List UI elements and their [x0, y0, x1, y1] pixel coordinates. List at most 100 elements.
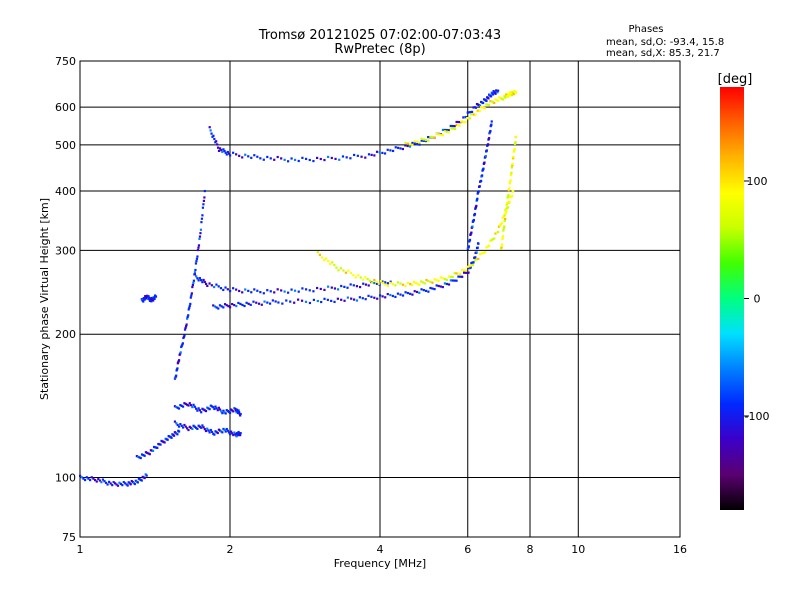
- data-point: [176, 406, 179, 409]
- data-point: [422, 139, 425, 142]
- data-point: [221, 431, 224, 434]
- data-point: [237, 411, 241, 414]
- data-point: [147, 295, 150, 298]
- data-point: [413, 140, 416, 143]
- data-point: [352, 274, 355, 277]
- data-point: [312, 298, 315, 301]
- data-point: [187, 314, 190, 317]
- data-point: [304, 300, 308, 303]
- data-point: [334, 157, 337, 160]
- data-point: [198, 409, 202, 412]
- data-point: [143, 298, 146, 301]
- data-point: [482, 101, 485, 105]
- data-point: [103, 480, 106, 483]
- data-point: [481, 106, 484, 109]
- data-point: [501, 237, 504, 241]
- data-point: [301, 156, 304, 159]
- data-point: [476, 246, 479, 249]
- data-point: [187, 428, 190, 432]
- data-point: [170, 436, 173, 439]
- data-point: [208, 431, 211, 434]
- data-point: [235, 408, 239, 411]
- data-point: [462, 271, 466, 274]
- data-point: [371, 281, 374, 284]
- data-point: [203, 196, 206, 199]
- data-point: [287, 160, 290, 163]
- data-point: [354, 276, 357, 279]
- data-point: [509, 174, 512, 177]
- data-point: [470, 231, 473, 234]
- data-point: [506, 206, 509, 209]
- data-point: [178, 353, 181, 356]
- data-point: [304, 157, 308, 161]
- data-point: [217, 285, 220, 288]
- data-point: [151, 449, 155, 452]
- data-point: [319, 157, 322, 161]
- data-point: [441, 277, 444, 280]
- data-point: [373, 296, 376, 299]
- data-point: [341, 155, 345, 158]
- data-point: [257, 302, 261, 305]
- data-point: [406, 281, 409, 285]
- data-point: [213, 285, 216, 289]
- data-point: [474, 113, 477, 116]
- data-point: [199, 228, 203, 231]
- data-point: [352, 284, 355, 287]
- data-point: [471, 225, 474, 228]
- data-point: [472, 261, 475, 264]
- data-point: [386, 282, 390, 285]
- data-point: [301, 287, 304, 290]
- data-point: [229, 306, 232, 309]
- data-point: [489, 239, 492, 242]
- data-point: [375, 280, 378, 283]
- data-point: [229, 289, 232, 293]
- data-point: [455, 279, 458, 282]
- stats-o-mode: mean, sd,O: -93.4, 15.8: [606, 37, 724, 48]
- data-point: [322, 259, 326, 262]
- data-point: [508, 187, 511, 190]
- data-point: [229, 154, 232, 157]
- data-point: [213, 305, 217, 308]
- data-point: [293, 301, 296, 304]
- data-point: [206, 284, 209, 288]
- data-point: [256, 289, 259, 292]
- data-point: [379, 294, 382, 297]
- data-point: [213, 137, 216, 141]
- data-point: [201, 214, 204, 217]
- data-point: [384, 281, 387, 284]
- data-point: [129, 483, 132, 486]
- data-point: [344, 271, 347, 274]
- data-point: [225, 427, 228, 431]
- data-point: [504, 96, 507, 99]
- data-point: [316, 286, 319, 290]
- data-point: [443, 278, 446, 281]
- data-point: [226, 429, 229, 432]
- data-point: [227, 431, 231, 434]
- data-point: [175, 422, 178, 425]
- data-point: [330, 156, 333, 160]
- data-point: [399, 293, 402, 296]
- data-point: [175, 405, 178, 409]
- data-point: [139, 456, 142, 460]
- data-point: [253, 154, 256, 157]
- data-point: [474, 106, 478, 109]
- x-tick-label: 4: [377, 543, 384, 556]
- data-point: [297, 298, 300, 301]
- data-point: [485, 103, 488, 106]
- data-point: [202, 199, 205, 202]
- data-point: [465, 115, 468, 119]
- data-point: [112, 481, 115, 484]
- data-point: [184, 326, 187, 330]
- data-point: [173, 405, 177, 408]
- data-point: [200, 411, 203, 414]
- data-point: [293, 289, 297, 292]
- data-point: [439, 285, 442, 288]
- data-point: [508, 94, 511, 97]
- data-point: [364, 156, 367, 159]
- data-point: [147, 452, 150, 455]
- data-point: [457, 120, 460, 124]
- data-point: [180, 345, 183, 349]
- data-point: [394, 284, 397, 287]
- data-point: [364, 283, 368, 286]
- data-point: [276, 288, 279, 291]
